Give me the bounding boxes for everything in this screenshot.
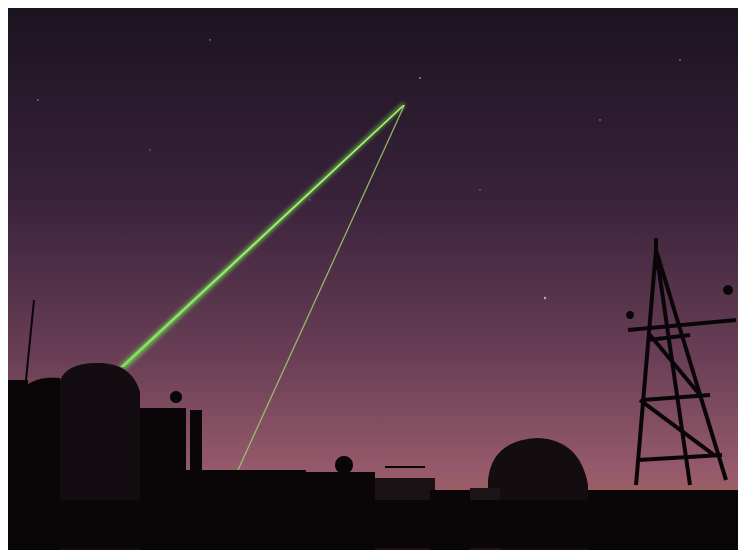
sensor [626,311,634,319]
page [0,0,738,555]
sensor [723,285,733,295]
photo [0,0,738,555]
